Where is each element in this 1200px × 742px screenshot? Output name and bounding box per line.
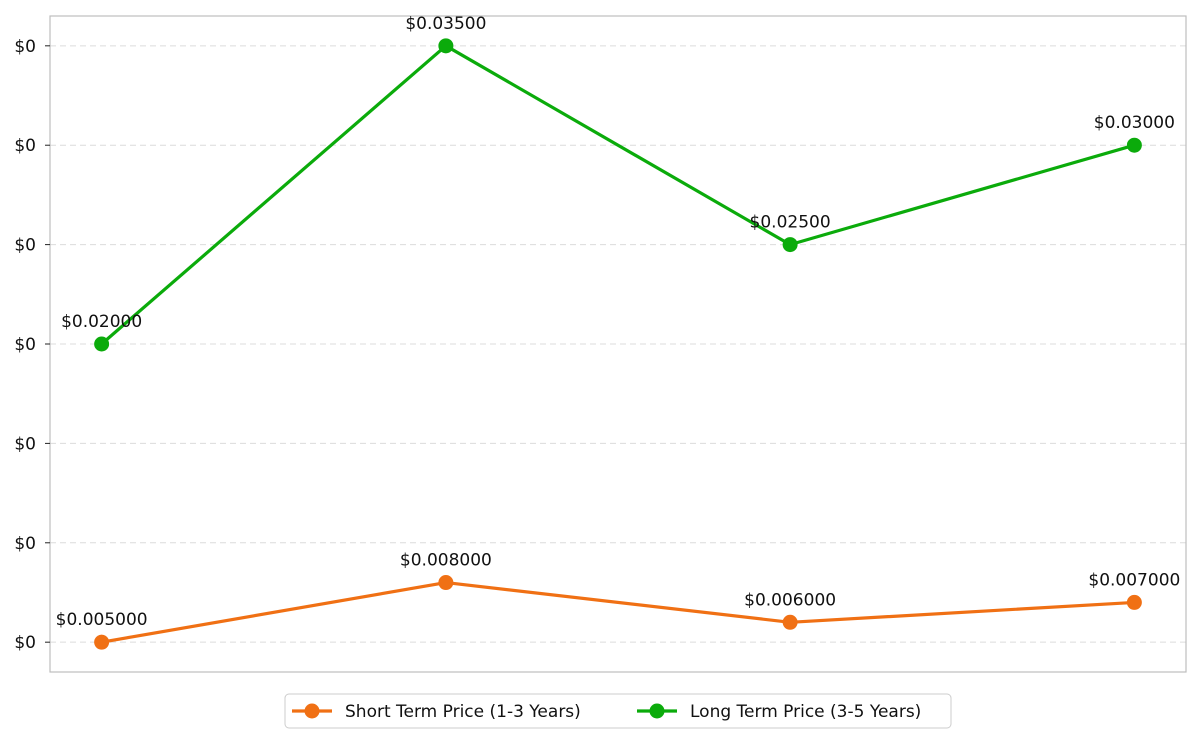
series-group: $0.005000$0.008000$0.006000$0.007000$0.0… xyxy=(56,14,1180,650)
data-point xyxy=(782,614,798,630)
y-tick-label: $0 xyxy=(14,236,36,256)
data-point xyxy=(438,575,454,591)
data-label: $0.007000 xyxy=(1088,570,1180,590)
grid-lines xyxy=(50,45,1186,643)
y-tick-label: $0 xyxy=(14,534,36,554)
data-point xyxy=(438,38,454,54)
y-tick-label: $0 xyxy=(14,136,36,156)
series-line xyxy=(101,580,1135,644)
legend-marker xyxy=(649,703,665,719)
data-label: $0.02500 xyxy=(750,213,831,233)
legend-entry: Long Term Price (3-5 Years) xyxy=(637,702,921,722)
data-point xyxy=(1126,594,1142,610)
data-label: $0.008000 xyxy=(400,551,492,571)
y-tick-label: $0 xyxy=(14,434,36,454)
series-line xyxy=(100,44,1135,346)
data-label: $0.03500 xyxy=(405,14,486,34)
data-point xyxy=(1126,137,1142,153)
y-tick-label: $0 xyxy=(14,335,36,355)
legend-marker xyxy=(304,703,320,719)
legend-entry: Short Term Price (1-3 Years) xyxy=(292,702,581,722)
data-label: $0.02000 xyxy=(61,312,142,332)
series-long-term: $0.02000 $0.03500 $0.02500 $0.03000 xyxy=(61,14,1175,352)
y-tick-label: $0 xyxy=(14,37,36,57)
data-label: $0.005000 xyxy=(56,610,148,630)
series-short-term: $0.005000 $0.008000 $0.006000 $0.007000 xyxy=(56,551,1180,650)
data-point xyxy=(94,336,110,352)
legend-label: Short Term Price (1-3 Years) xyxy=(345,702,581,722)
legend: Short Term Price (1-3 Years) Long Term Pr… xyxy=(284,693,952,729)
legend-box xyxy=(284,693,952,729)
data-label: $0.006000 xyxy=(744,590,836,610)
y-axis-ticks: $0 $0 $0 $0 $0 $0 $0 xyxy=(14,37,50,653)
legend-label: Long Term Price (3-5 Years) xyxy=(690,702,921,722)
data-label: $0.03000 xyxy=(1094,113,1175,133)
y-tick-label: $0 xyxy=(14,633,36,653)
data-point xyxy=(94,634,110,650)
data-point xyxy=(782,237,798,253)
